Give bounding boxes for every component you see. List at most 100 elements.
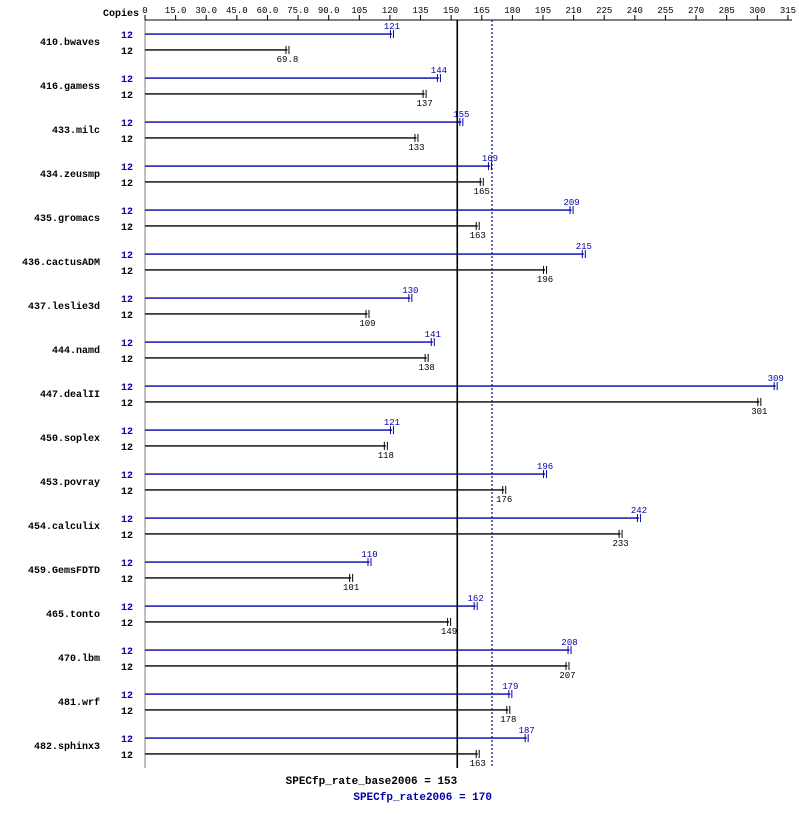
peak-value-label: 121 [384,22,400,32]
base-value-label: 233 [612,539,628,549]
base-value-label: 138 [419,363,435,373]
x-axis-tick-label: 240 [627,6,643,16]
reference-label: SPECfp_rate_base2006 = 153 [286,776,458,788]
base-value-label: 69.8 [277,55,299,65]
copies-peak: 12 [121,163,133,174]
peak-value-label: 179 [502,682,518,692]
copies-base: 12 [121,355,133,366]
specfp-rate-chart: 015.030.045.060.075.090.0105120135150165… [0,0,799,831]
x-axis-tick-label: 180 [504,6,520,16]
x-axis-tick-label: 165 [474,6,490,16]
x-axis-tick-label: 210 [566,6,582,16]
peak-value-label: 162 [468,594,484,604]
copies-base: 12 [121,487,133,498]
benchmark-label: 444.namd [52,345,100,357]
copies-peak: 12 [121,295,133,306]
x-axis-tick-label: 120 [382,6,398,16]
peak-value-label: 187 [519,726,535,736]
peak-value-label: 155 [453,110,469,120]
benchmark-label: 447.dealII [40,389,100,401]
copies-peak: 12 [121,339,133,350]
base-value-label: 109 [359,319,375,329]
x-axis-tick-label: 150 [443,6,459,16]
base-value-label: 137 [417,99,433,109]
copies-peak: 12 [121,471,133,482]
benchmark-label: 410.bwaves [40,37,100,49]
x-axis-tick-label: 15.0 [165,6,187,16]
benchmark-label: 454.calculix [28,521,100,533]
benchmark-label: 465.tonto [46,610,100,621]
copies-peak: 12 [121,427,133,438]
copies-peak: 12 [121,207,133,218]
benchmark-label: 416.gamess [40,82,100,93]
copies-peak: 12 [121,647,133,658]
x-axis-tick-label: 315 [780,6,796,16]
benchmark-label: 482.sphinx3 [34,741,100,753]
base-value-label: 165 [474,187,490,197]
benchmark-label: 450.soplex [40,433,100,445]
copies-peak: 12 [121,603,133,614]
peak-value-label: 110 [361,550,377,560]
x-axis-tick-label: 60.0 [257,6,279,16]
base-value-label: 207 [559,671,575,681]
copies-peak: 12 [121,383,133,394]
copies-peak: 12 [121,251,133,262]
benchmark-label: 434.zeusmp [40,170,100,181]
x-axis-tick-label: 30.0 [195,6,217,16]
chart-background [0,0,799,831]
peak-value-label: 309 [768,374,784,384]
peak-value-label: 141 [425,330,441,340]
copies-peak: 12 [121,735,133,746]
base-value-label: 301 [751,407,767,417]
peak-value-label: 208 [561,638,577,648]
copies-peak: 12 [121,31,133,42]
peak-value-label: 215 [576,242,592,252]
copies-base: 12 [121,751,133,762]
base-value-label: 196 [537,275,553,285]
x-axis-tick-label: 255 [657,6,673,16]
x-axis-tick-label: 195 [535,6,551,16]
copies-base: 12 [121,179,133,190]
peak-value-label: 144 [431,66,447,76]
peak-value-label: 130 [402,286,418,296]
copies-base: 12 [121,399,133,410]
base-value-label: 101 [343,583,359,593]
x-axis-tick-label: 270 [688,6,704,16]
base-value-label: 149 [441,627,457,637]
x-axis-tick-label: 225 [596,6,612,16]
benchmark-label: 435.gromacs [34,214,100,225]
peak-value-label: 196 [537,462,553,472]
copies-peak: 12 [121,691,133,702]
base-value-label: 133 [408,143,424,153]
copies-base: 12 [121,311,133,322]
base-value-label: 163 [470,231,486,241]
copies-peak: 12 [121,119,133,130]
base-value-label: 163 [470,759,486,769]
base-value-label: 118 [378,451,394,461]
benchmark-label: 436.cactusADM [22,258,100,269]
x-axis-tick-label: 45.0 [226,6,248,16]
x-axis-tick-label: 75.0 [287,6,309,16]
copies-header: Copies [103,8,139,20]
copies-base: 12 [121,47,133,58]
copies-base: 12 [121,575,133,586]
copies-base: 12 [121,135,133,146]
reference-label: SPECfp_rate2006 = 170 [353,792,492,804]
copies-base: 12 [121,267,133,278]
x-axis-tick-label: 105 [351,6,367,16]
copies-peak: 12 [121,515,133,526]
copies-base: 12 [121,443,133,454]
benchmark-label: 459.GemsFDTD [28,566,100,577]
peak-value-label: 242 [631,506,647,516]
x-axis-tick-label: 285 [719,6,735,16]
base-value-label: 178 [500,715,516,725]
x-axis-tick-label: 0 [142,6,147,16]
base-value-label: 176 [496,495,512,505]
peak-value-label: 121 [384,418,400,428]
peak-value-label: 209 [563,198,579,208]
benchmark-label: 481.wrf [58,697,100,709]
copies-base: 12 [121,707,133,718]
copies-peak: 12 [121,75,133,86]
x-axis-tick-label: 90.0 [318,6,340,16]
copies-base: 12 [121,619,133,630]
